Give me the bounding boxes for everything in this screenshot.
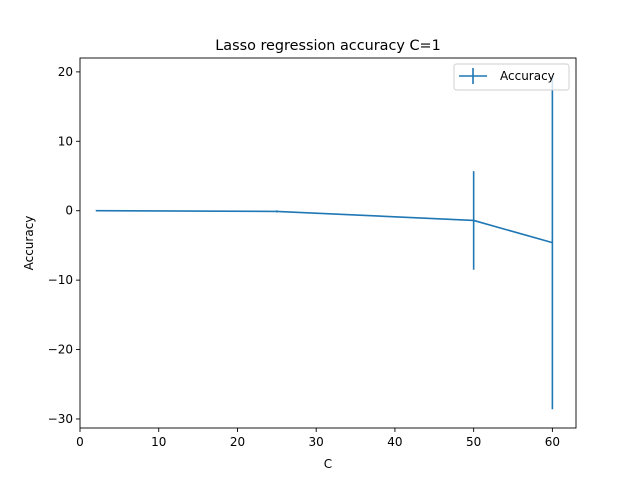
- series-line-accuracy: [95, 209, 553, 244]
- x-tick-label: 10: [151, 435, 166, 449]
- y-axis-label: Accuracy: [22, 216, 36, 271]
- x-tick-label: 60: [545, 435, 560, 449]
- chart-title: Lasso regression accuracy C=1: [215, 38, 441, 54]
- y-axis-ticks: −30 −20 −10 0 10 20: [48, 65, 80, 426]
- x-axis-label: C: [324, 457, 332, 471]
- x-axis-ticks: 0 10 20 30 40 50 60: [76, 428, 560, 449]
- x-tick-label: 20: [230, 435, 245, 449]
- axes-frame: [79, 57, 577, 429]
- y-tick-label: 0: [65, 204, 73, 218]
- y-tick-label: 10: [58, 134, 73, 148]
- y-tick-label: −20: [48, 343, 73, 357]
- y-tick-label: −10: [48, 273, 73, 287]
- legend-box: [453, 63, 570, 91]
- y-tick-label: −30: [48, 412, 73, 426]
- x-tick-label: 50: [466, 435, 481, 449]
- legend-label: Accuracy: [500, 69, 555, 83]
- x-tick-label: 0: [76, 435, 84, 449]
- x-tick-label: 40: [387, 435, 402, 449]
- y-tick-label: 20: [58, 65, 73, 79]
- legend: Accuracy: [453, 63, 570, 91]
- x-tick-label: 30: [309, 435, 324, 449]
- plot-area: [95, 76, 554, 410]
